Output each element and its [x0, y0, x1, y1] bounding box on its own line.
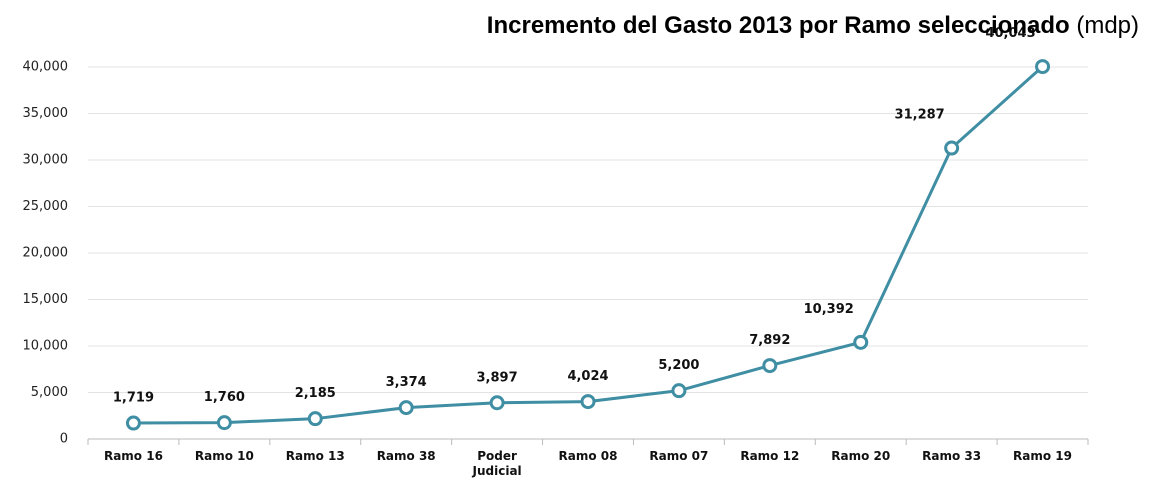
title-block: Incremento del Gasto 2013 por Ramo selec… — [487, 12, 1139, 40]
y-tick-label: 20,000 — [23, 246, 69, 261]
x-tick-label: Ramo 33 — [922, 449, 982, 463]
x-tick-label: Ramo 38 — [376, 449, 436, 463]
value-label: 3,374 — [386, 375, 427, 390]
marker — [853, 334, 869, 350]
x-tick-label: Ramo 12 — [740, 449, 800, 463]
value-label: 3,897 — [477, 370, 518, 385]
marker — [762, 358, 778, 374]
x-tick-label: Ramo 20 — [831, 449, 891, 463]
value-label: 40,043 — [985, 26, 1035, 41]
x-tick-label: Ramo 07 — [649, 449, 709, 463]
y-tick-label: 0 — [60, 432, 68, 447]
marker — [1035, 59, 1051, 75]
marker — [307, 411, 323, 427]
y-tick-label: 5,000 — [31, 385, 68, 400]
value-label: 2,185 — [295, 386, 336, 401]
y-tick-label: 35,000 — [23, 106, 69, 121]
x-tick-label: Ramo 16 — [103, 449, 163, 463]
value-label: 1,760 — [204, 390, 245, 405]
marker — [944, 140, 960, 156]
marker — [398, 400, 414, 416]
marker — [580, 394, 596, 410]
chart-title: Incremento del Gasto 2013 por Ramo selec… — [486, 12, 1070, 39]
value-label: 1,719 — [113, 391, 154, 406]
marker — [125, 415, 141, 431]
y-tick-label: 10,000 — [23, 339, 69, 354]
marker — [489, 395, 505, 411]
y-tick-label: 30,000 — [23, 153, 69, 168]
x-tick-label: Ramo 10 — [194, 449, 254, 463]
value-label: 31,287 — [895, 108, 945, 123]
marker — [216, 415, 232, 431]
y-tick-label: 25,000 — [23, 199, 69, 214]
x-tick-label: Ramo 13 — [285, 449, 345, 463]
value-label: 5,200 — [658, 358, 699, 373]
y-tick-label: 15,000 — [23, 292, 69, 307]
y-tick-label: 40,000 — [23, 60, 69, 75]
value-label: 4,024 — [567, 369, 608, 384]
title-unit: (mdp) — [1076, 12, 1139, 39]
marker — [671, 383, 687, 399]
x-tick-label: Ramo 19 — [1013, 449, 1073, 463]
x-tick-label: Ramo 08 — [558, 449, 618, 463]
x-tick-label: Poder Judicial — [472, 449, 522, 478]
value-label: 7,892 — [749, 333, 790, 348]
value-label: 10,392 — [804, 302, 854, 317]
